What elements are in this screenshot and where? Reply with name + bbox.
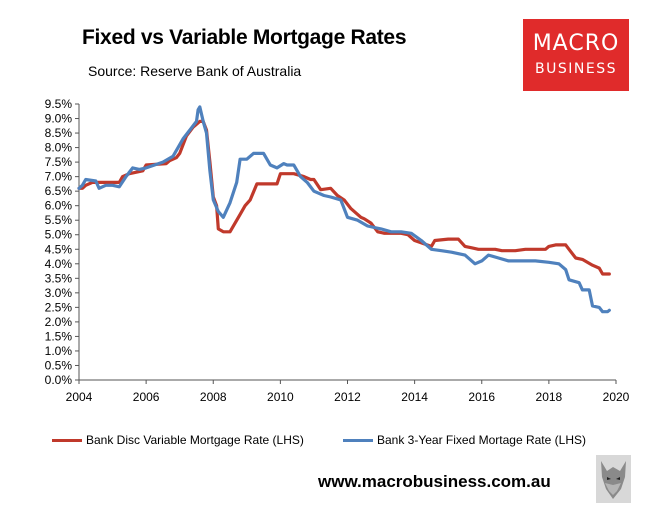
series-line-variable xyxy=(77,119,611,276)
chart-source: Source: Reserve Bank of Australia xyxy=(88,63,302,79)
legend-label-variable: Bank Disc Variable Mortgage Rate (LHS) xyxy=(86,433,304,447)
y-tick-label: 0.5% xyxy=(45,358,73,372)
y-tick-label: 9.5% xyxy=(45,97,73,111)
y-tick-label: 6.5% xyxy=(45,184,73,198)
y-tick-label: 3.5% xyxy=(45,271,73,285)
legend-item-fixed: Bank 3-Year Fixed Mortage Rate (LHS) xyxy=(343,433,586,447)
y-tick-label: 4.0% xyxy=(45,257,73,271)
y-tick-label: 3.0% xyxy=(45,286,73,300)
y-tick-label: 1.0% xyxy=(45,344,73,358)
x-tick-label: 2008 xyxy=(200,390,227,404)
series-line-fixed xyxy=(77,105,611,314)
macrobusiness-logo: MACRO BUSINESS xyxy=(523,19,629,91)
legend-swatch-fixed xyxy=(343,439,373,443)
chart-title: Fixed vs Variable Mortgage Rates xyxy=(82,26,407,49)
y-tick-label: 1.5% xyxy=(45,329,73,343)
y-tick-label: 2.5% xyxy=(45,300,73,314)
y-tick-label: 8.0% xyxy=(45,141,73,155)
logo-line-2: BUSINESS xyxy=(535,61,617,77)
y-tick-label: 4.5% xyxy=(45,242,73,256)
y-tick-label: 7.0% xyxy=(45,170,73,184)
legend-label-fixed: Bank 3-Year Fixed Mortage Rate (LHS) xyxy=(377,433,586,447)
x-tick-label: 2014 xyxy=(401,390,428,404)
y-tick-label: 0.0% xyxy=(45,373,73,387)
x-tick-label: 2012 xyxy=(334,390,361,404)
y-tick-label: 7.5% xyxy=(45,155,73,169)
x-tick-label: 2010 xyxy=(267,390,294,404)
wolf-mascot-icon xyxy=(596,455,631,503)
footer-url: www.macrobusiness.com.au xyxy=(318,472,551,491)
x-tick-label: 2016 xyxy=(468,390,495,404)
y-tick-label: 5.5% xyxy=(45,213,73,227)
x-tick-label: 2020 xyxy=(603,390,630,404)
y-tick-label: 5.0% xyxy=(45,228,73,242)
y-tick-label: 8.5% xyxy=(45,126,73,140)
y-tick-label: 2.0% xyxy=(45,315,73,329)
logo-line-1: MACRO xyxy=(532,31,620,56)
y-tick-label: 6.0% xyxy=(45,199,73,213)
x-tick-label: 2018 xyxy=(536,390,563,404)
legend-item-variable: Bank Disc Variable Mortgage Rate (LHS) xyxy=(52,433,304,447)
x-tick-label: 2004 xyxy=(66,390,93,404)
x-tick-label: 2006 xyxy=(133,390,160,404)
legend-swatch-variable xyxy=(52,439,82,443)
y-tick-label: 9.0% xyxy=(45,112,73,126)
